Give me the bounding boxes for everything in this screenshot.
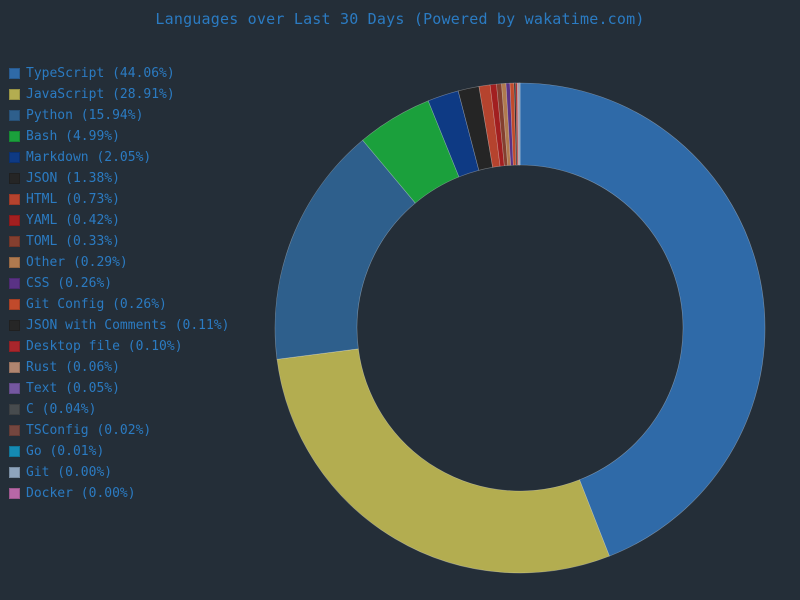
- legend-label: HTML (0.73%): [26, 192, 120, 207]
- legend-item: TSConfig (0.02%): [9, 420, 230, 441]
- pie-slice-markdown: [427, 90, 480, 178]
- legend-label: TOML (0.33%): [26, 234, 120, 249]
- legend-swatch: [9, 488, 20, 499]
- legend-label: Git Config (0.26%): [26, 297, 167, 312]
- legend-item: Git Config (0.26%): [9, 294, 230, 315]
- pie-slice-css: [505, 82, 514, 166]
- legend-label: TypeScript (44.06%): [26, 66, 175, 81]
- legend-swatch: [9, 68, 20, 79]
- legend-swatch: [9, 467, 20, 478]
- legend-item: Python (15.94%): [9, 105, 230, 126]
- legend-label: YAML (0.42%): [26, 213, 120, 228]
- legend-item: Bash (4.99%): [9, 126, 230, 147]
- legend-swatch: [9, 299, 20, 310]
- legend-item: Desktop file (0.10%): [9, 336, 230, 357]
- legend-swatch: [9, 110, 20, 121]
- pie-slice-typescript: [519, 82, 766, 557]
- legend-label: Markdown (2.05%): [26, 150, 152, 165]
- legend-item: HTML (0.73%): [9, 189, 230, 210]
- legend-swatch: [9, 404, 20, 415]
- legend-swatch: [9, 425, 20, 436]
- legend-swatch: [9, 173, 20, 184]
- legend-label: Git (0.00%): [26, 465, 113, 480]
- legend-item: Docker (0.00%): [9, 483, 230, 504]
- legend-swatch: [9, 194, 20, 205]
- legend-item: Rust (0.06%): [9, 357, 230, 378]
- pie-slice-other: [501, 83, 512, 166]
- legend-item: JSON with Comments (0.11%): [9, 315, 230, 336]
- legend-swatch: [9, 383, 20, 394]
- legend-label: Python (15.94%): [26, 108, 144, 123]
- legend-swatch: [9, 152, 20, 163]
- legend-label: Rust (0.06%): [26, 360, 120, 375]
- legend-item: C (0.04%): [9, 399, 230, 420]
- legend-label: Desktop file (0.10%): [26, 339, 183, 354]
- legend-swatch: [9, 341, 20, 352]
- legend-item: TypeScript (44.06%): [9, 63, 230, 84]
- chart-legend: TypeScript (44.06%) JavaScript (28.91%) Py…: [9, 63, 230, 504]
- legend-label: Text (0.05%): [26, 381, 120, 396]
- pie-slice-javascript: [276, 348, 610, 574]
- legend-item: Other (0.29%): [9, 252, 230, 273]
- legend-label: Other (0.29%): [26, 255, 128, 270]
- pie-slice-python: [274, 139, 416, 360]
- legend-swatch: [9, 278, 20, 289]
- legend-item: Git (0.00%): [9, 462, 230, 483]
- legend-swatch: [9, 215, 20, 226]
- legend-label: Bash (4.99%): [26, 129, 120, 144]
- legend-swatch: [9, 131, 20, 142]
- pie-slice-text: [517, 82, 520, 166]
- legend-label: CSS (0.26%): [26, 276, 113, 291]
- legend-swatch: [9, 362, 20, 373]
- legend-swatch: [9, 257, 20, 268]
- legend-item: JavaScript (28.91%): [9, 84, 230, 105]
- legend-label: JSON (1.38%): [26, 171, 120, 186]
- legend-label: C (0.04%): [26, 402, 97, 417]
- legend-label: JavaScript (28.91%): [26, 87, 175, 102]
- chart-title: Languages over Last 30 Days (Powered by …: [155, 10, 645, 28]
- pie-slice-git-config: [509, 82, 517, 166]
- legend-item: Text (0.05%): [9, 378, 230, 399]
- legend-label: Go (0.01%): [26, 444, 105, 459]
- legend-item: TOML (0.33%): [9, 231, 230, 252]
- pie-slice-bash: [362, 100, 460, 204]
- legend-swatch: [9, 446, 20, 457]
- pie-slice-yaml: [489, 83, 505, 167]
- legend-label: TSConfig (0.02%): [26, 423, 152, 438]
- legend-swatch: [9, 320, 20, 331]
- legend-item: Markdown (2.05%): [9, 147, 230, 168]
- legend-swatch: [9, 236, 20, 247]
- legend-item: Go (0.01%): [9, 441, 230, 462]
- legend-label: Docker (0.00%): [26, 486, 136, 501]
- legend-item: JSON (1.38%): [9, 168, 230, 189]
- pie-slice-html: [478, 84, 501, 168]
- legend-item: YAML (0.42%): [9, 210, 230, 231]
- legend-swatch: [9, 89, 20, 100]
- pie-slice-rust: [516, 82, 520, 166]
- legend-item: CSS (0.26%): [9, 273, 230, 294]
- legend-label: JSON with Comments (0.11%): [26, 318, 230, 333]
